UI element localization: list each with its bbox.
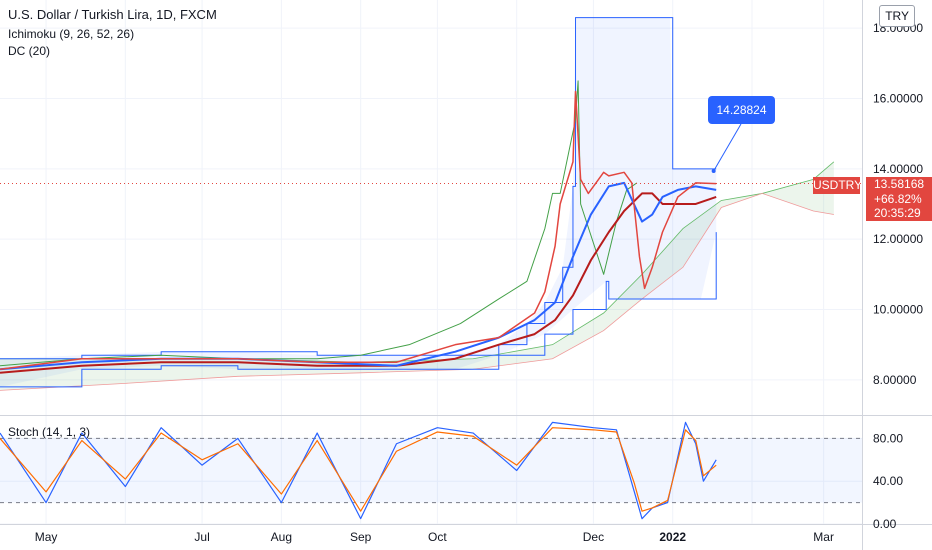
last-price-box: 13.58168 +66.82% 20:35:29 — [866, 177, 932, 221]
price-line — [0, 90, 717, 371]
bar-countdown: 20:35:29 — [874, 206, 921, 220]
stoch-legend[interactable]: Stoch (14, 1, 3) — [8, 425, 91, 439]
last-price: 13.58168 — [874, 177, 925, 191]
stoch-k-line — [0, 421, 717, 520]
time-tick-label: Jul — [194, 530, 209, 544]
time-tick-label: Sep — [350, 530, 372, 544]
price-tick-label: 14.00000 — [873, 162, 923, 176]
price-tick-label: 10.00000 — [873, 302, 923, 316]
donchian-lower-line — [0, 232, 717, 388]
ichimoku-cloud — [0, 161, 834, 391]
price-tick-label: 8.00000 — [873, 373, 917, 387]
symbol-title[interactable]: U.S. Dollar / Turkish Lira, 1D, FXCM — [8, 7, 217, 22]
annotation-leader — [713, 123, 742, 172]
stoch-band-fill — [0, 438, 862, 503]
stoch-tick-label: 40.00 — [873, 474, 903, 488]
time-tick-label: May — [35, 530, 58, 544]
price-change: +66.82% — [874, 191, 922, 206]
leading-span-b — [0, 193, 834, 391]
donchian-legend[interactable]: DC (20) — [8, 44, 51, 58]
stoch-d-line — [0, 427, 717, 512]
time-tick-label: 2022 — [659, 530, 686, 544]
time-tick-label: Oct — [428, 530, 447, 544]
time-tick-label: Mar — [813, 530, 834, 544]
donchian-fill — [0, 17, 717, 387]
time-tick-label: Aug — [271, 530, 292, 544]
symbol-price-tag: USDTRY — [813, 177, 863, 194]
annotation-anchor — [711, 168, 716, 173]
base-line — [0, 192, 717, 374]
time-tick-label: Dec — [583, 530, 604, 544]
stoch-tick-label: 80.00 — [873, 431, 903, 445]
price-tick-label: 12.00000 — [873, 232, 923, 246]
currency-badge[interactable]: TRY — [879, 5, 915, 27]
donchian-upper-line — [0, 17, 717, 360]
stoch-tick-label: 0.00 — [873, 517, 897, 531]
price-annotation[interactable]: 14.28824 — [708, 96, 775, 124]
price-tick-label: 16.00000 — [873, 91, 923, 105]
ichimoku-legend[interactable]: Ichimoku (9, 26, 52, 26) — [8, 27, 135, 41]
